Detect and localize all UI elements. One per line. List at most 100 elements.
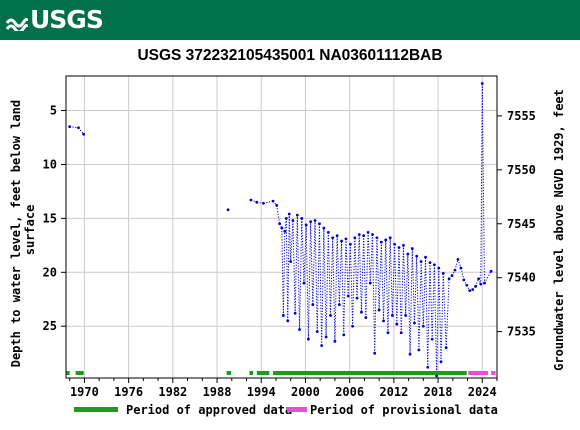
y-right-tick-label: 7545 [507,217,536,231]
series-segment [427,262,431,368]
data-point [309,220,313,224]
series-segment [409,248,413,355]
series-segment [296,215,301,330]
series-segment [356,234,360,299]
legend: Period of approved data Period of provis… [74,403,498,417]
data-point [435,374,438,378]
data-point [390,314,394,317]
series-segment [383,239,387,321]
y-left-tick-label: 5 [50,104,57,118]
y-left-tick-label: 15 [43,211,57,225]
series-segment [341,241,345,335]
data-point [353,236,357,240]
series-segment [440,273,444,362]
data-point [346,294,350,298]
data-point [375,236,379,240]
data-point [283,229,287,233]
x-axis-ticks: 1970 1976 1982 1988 1994 2000 2006 2012 2018 2024 [69,378,498,399]
series-segment [391,244,396,316]
y-right-axis-ticks: 7555 7550 7545 7540 7535 [497,109,536,339]
x-tick-label: 2012 [379,385,408,399]
legend-provisional-swatch [287,407,307,412]
series-segment [481,83,485,284]
data-point [255,200,259,204]
legend-provisional-label: Period of provisional data [310,403,498,417]
y-right-tick-label: 7535 [507,325,536,339]
approved-period-bar [249,371,254,375]
usgs-banner: USGS [0,0,580,40]
data-point [399,331,403,335]
data-point [368,281,372,285]
series-segment [387,237,391,333]
data-point [331,236,335,240]
series-segment [380,242,385,321]
data-point [450,274,454,277]
data-point [404,314,408,317]
data-point [388,236,392,240]
x-tick-label: 1976 [114,385,143,399]
x-tick-label: 1970 [70,385,99,399]
data-point [295,213,299,217]
approved-period-bar [273,371,467,375]
x-tick-label: 2006 [335,385,364,399]
data-point [426,365,430,369]
data-point [351,324,354,328]
series-segment [282,231,286,316]
data-point [437,266,441,270]
series-segment [411,248,415,324]
series-segment [369,234,373,284]
approved-period-bar [256,371,270,375]
data-point [439,360,443,364]
series-segment [336,235,340,305]
data-point [468,289,472,293]
data-point [335,234,339,238]
data-point [386,331,390,335]
series-segment [433,264,438,376]
data-point [453,268,457,272]
series-segment [378,242,382,311]
series-segment [312,220,316,305]
series-segment [284,218,287,232]
data-point [68,125,72,129]
data-point [393,242,396,246]
series-segment [281,228,284,316]
series-segment [292,220,296,314]
series-segment [305,224,309,340]
data-point [326,230,330,234]
data-point [366,230,370,234]
data-period-bars [66,371,496,375]
series-segment [310,221,314,305]
data-point [364,316,368,319]
series-segment [405,253,409,316]
plot-frame [65,75,498,379]
data-point [371,233,374,236]
data-point [377,308,381,312]
x-tick-label: 2000 [291,385,320,399]
series-segment [345,238,349,297]
data-point [402,243,405,247]
data-point [329,314,332,317]
y-left-tick-label: 20 [43,265,57,279]
series-segment [420,261,424,327]
data-point [415,254,419,258]
data-point [382,319,385,323]
data-point [275,204,279,207]
series-segment [367,232,371,284]
series-segment [431,264,435,340]
series-segment [349,244,354,327]
x-tick-label: 1988 [203,385,232,399]
provisional-period-bar [491,371,496,375]
usgs-logo-text: USGS [30,5,104,34]
series-segment [321,228,325,346]
data-point [471,288,475,291]
approved-period-bar [66,371,70,375]
data-point [417,348,421,352]
series-segment [402,245,407,316]
series-segment [338,241,343,305]
y-left-axis-ticks: 5 10 15 20 25 [43,104,66,333]
series-segment [422,257,427,327]
data-point [318,222,321,226]
data-point [333,339,337,343]
data-point [408,352,412,356]
data-point [300,216,304,220]
